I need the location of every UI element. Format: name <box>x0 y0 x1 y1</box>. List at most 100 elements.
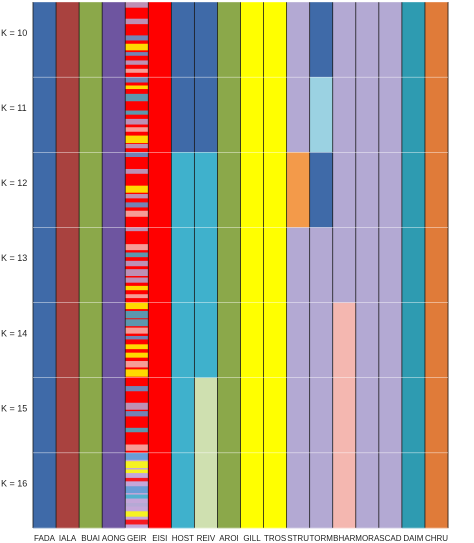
bar-k10-fada <box>33 2 57 78</box>
bar-k16-stru <box>286 452 311 529</box>
bar-k10-buai <box>79 2 103 78</box>
bar-k14-gill <box>240 302 264 379</box>
bar-k15-mora <box>355 377 380 454</box>
population-label: BUAI <box>81 534 100 543</box>
bar-k14-buai <box>79 302 103 379</box>
bar-k11-scad <box>378 77 403 153</box>
bar-k16-daim <box>401 452 426 529</box>
population-labels: FADA IALA BUAI AONG GEIR EISI HOST REIV AROI GILL… <box>34 534 448 543</box>
bar-k13-reiv <box>194 227 218 303</box>
population-label: BHAR <box>333 534 355 543</box>
bar-k10-chru <box>424 2 449 78</box>
admixture-stripe <box>125 277 149 283</box>
population-label: GILL <box>243 534 261 543</box>
population-label: MORA <box>355 534 380 543</box>
admixture-stripe <box>125 502 149 507</box>
admixture-stripe <box>125 43 149 51</box>
bar-k12-buai <box>79 152 103 228</box>
admixture-stripe <box>125 427 149 433</box>
admixture-stripe <box>125 302 149 310</box>
population-label: GEIR <box>127 534 147 543</box>
admixture-stripe <box>125 143 149 149</box>
bar-k13-buai <box>79 227 103 303</box>
bar-k12-fada <box>33 152 57 228</box>
bar-k14-torm <box>309 302 334 379</box>
bar-k13-aong <box>102 227 126 303</box>
bar-k12-host <box>171 152 195 228</box>
admixture-stripe <box>125 402 149 410</box>
admixture-stripe <box>125 269 149 277</box>
bar-k13-bhar <box>332 227 357 303</box>
admixture-stripe <box>125 252 149 258</box>
admixture-stripe <box>125 386 149 392</box>
bar-k11-gill <box>240 77 264 153</box>
admixture-stripe <box>125 10 149 15</box>
admixture-stripe <box>125 2 149 8</box>
bar-k14-aroi <box>217 302 241 379</box>
admixture-stripe <box>125 244 149 251</box>
k-label: K = 12 <box>1 178 27 188</box>
bar-k16-chru <box>424 452 449 529</box>
bar-k12-bhar <box>332 152 357 228</box>
bar-k11-daim <box>401 77 426 153</box>
bar-k13-torm <box>309 227 334 303</box>
bar-k14-mora <box>355 302 380 379</box>
admixture-stripe <box>125 93 149 102</box>
admixture-stripe <box>125 361 149 368</box>
bar-k11-buai <box>79 77 103 153</box>
bar-k12-torm <box>309 152 334 228</box>
bar-k14-tros <box>263 302 288 379</box>
bar-k12-tros <box>263 152 288 228</box>
population-label: STRU <box>287 534 309 543</box>
bar-k16-gill <box>240 452 264 529</box>
bar-k15-stru <box>286 377 311 454</box>
bar-k16-aroi <box>217 452 241 529</box>
admixture-stripe <box>125 35 149 41</box>
bar-k10-torm <box>309 2 334 78</box>
bar-k10-aroi <box>217 2 241 78</box>
admixture-stripe <box>125 310 149 319</box>
bar-k14-bhar <box>332 302 357 379</box>
bar-k13-eisi <box>148 227 172 303</box>
admixture-stripe <box>125 110 149 115</box>
admixture-stripe <box>125 436 149 441</box>
bar-k10-host <box>171 2 195 78</box>
bar-k12-eisi <box>148 152 172 228</box>
bar-k12-iala <box>56 152 80 228</box>
bar-k10-iala <box>56 2 80 78</box>
admixture-stripe <box>125 77 149 83</box>
bar-k10-gill <box>240 2 264 78</box>
bar-k12-stru <box>286 152 311 228</box>
bar-k14-chru <box>424 302 449 379</box>
population-label: AONG <box>102 534 126 543</box>
admixture-stripe <box>125 335 149 340</box>
admixture-stripe <box>125 68 149 73</box>
admixture-stripe <box>125 369 149 377</box>
admixture-stripe <box>125 477 149 482</box>
admixture-stripe <box>125 519 149 525</box>
bar-k11-aong <box>102 77 126 153</box>
bar-k12-chru <box>424 152 449 228</box>
bar-k10-daim <box>401 2 426 78</box>
bar-k16-aong <box>102 452 126 529</box>
admixture-stripe <box>125 511 149 517</box>
bar-k13-fada <box>33 227 57 303</box>
bar-k15-bhar <box>332 377 357 454</box>
population-label: CHRU <box>425 534 448 543</box>
population-label: TROS <box>264 534 286 543</box>
bar-k11-fada <box>33 77 57 153</box>
population-separators <box>32 1 449 529</box>
population-label: TORM <box>309 534 333 543</box>
bar-k11-mora <box>355 77 380 153</box>
bar-k15-torm <box>309 377 334 454</box>
bar-k15-chru <box>424 377 449 454</box>
k-label: K = 13 <box>1 253 27 263</box>
bar-k15-tros <box>263 377 288 454</box>
bar-k11-tros <box>263 77 288 153</box>
admixture-stripe <box>125 227 149 232</box>
bar-k16-tros <box>263 452 288 529</box>
admixture-stripe <box>125 210 149 217</box>
admixture-stripe <box>125 118 149 125</box>
k-label: K = 10 <box>1 28 27 38</box>
bar-k14-reiv <box>194 302 218 379</box>
